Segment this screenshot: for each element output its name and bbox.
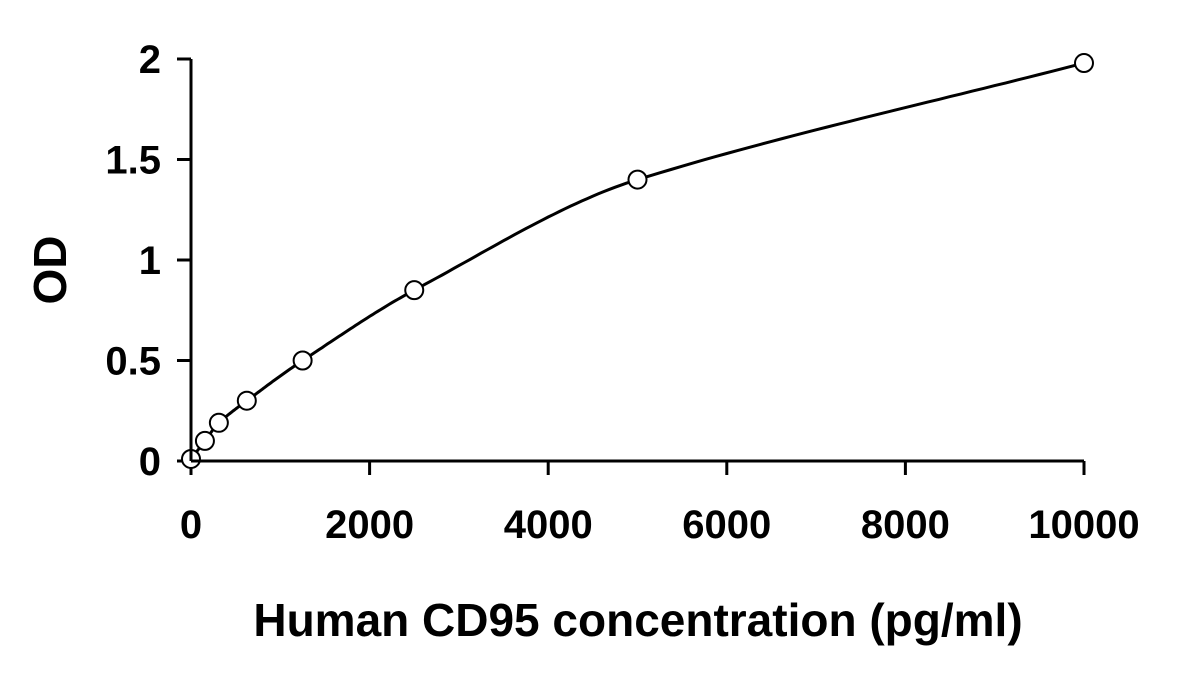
x-tick-label: 0 — [180, 503, 202, 547]
y-tick-label: 1.5 — [105, 139, 161, 183]
y-axis-ticks: 0 0.5 1 1.5 2 — [105, 38, 191, 484]
y-tick-label: 1 — [139, 239, 161, 283]
data-point — [1074, 53, 1094, 74]
x-axis-title: Human CD95 concentration (pg/ml) — [253, 594, 1022, 646]
data-point — [627, 169, 648, 190]
x-tick-label: 6000 — [682, 503, 771, 547]
data-point — [208, 412, 229, 433]
x-tick-label: 2000 — [325, 503, 414, 547]
data-point — [404, 280, 425, 301]
fit-curve — [189, 61, 1085, 460]
x-tick-label: 10000 — [1028, 503, 1139, 547]
data-points — [181, 53, 1094, 469]
x-axis-ticks: 0 2000 4000 6000 8000 10000 — [180, 461, 1140, 547]
x-tick-label: 4000 — [504, 503, 593, 547]
data-point — [236, 390, 257, 411]
data-point — [194, 430, 215, 451]
y-tick-label: 2 — [139, 38, 161, 82]
y-tick-label: 0.5 — [105, 340, 161, 384]
y-tick-label: 0 — [139, 440, 161, 484]
x-tick-label: 8000 — [861, 503, 950, 547]
y-axis-title: OD — [24, 236, 76, 305]
data-point — [292, 350, 313, 371]
